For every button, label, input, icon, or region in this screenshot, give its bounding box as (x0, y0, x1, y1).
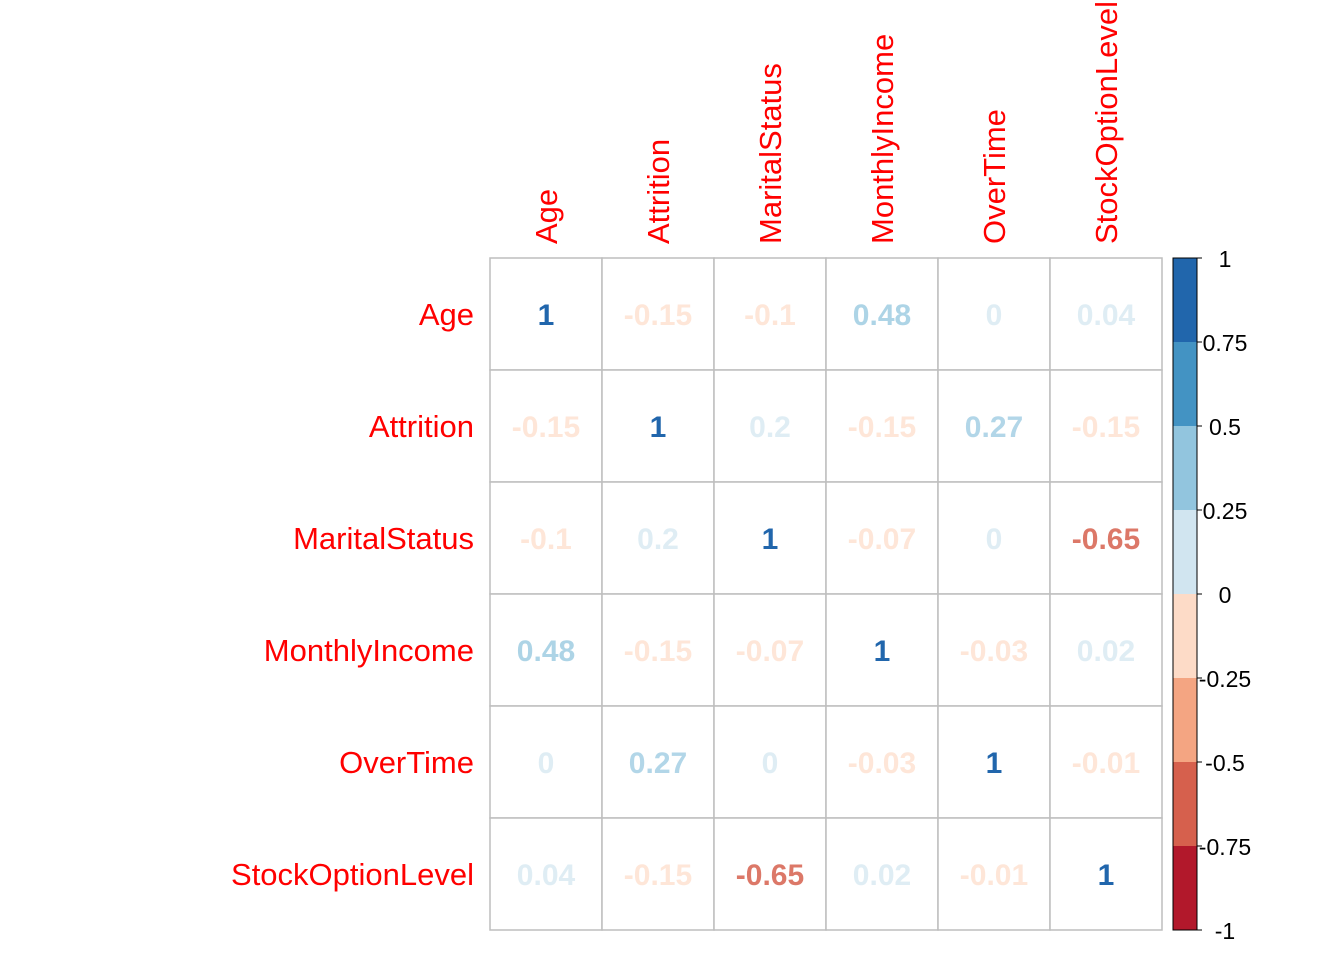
cell-value-attrition-over-time: 0.27 (965, 411, 1023, 444)
cell-value-monthly-income-over-time: -0.03 (960, 635, 1028, 668)
legend-swatch (1173, 342, 1197, 426)
cell-value-age-marital-status: -0.1 (744, 299, 796, 332)
row-label-marital-status: MaritalStatus (293, 521, 474, 556)
matrix-cell (937, 481, 1051, 595)
cell-value-attrition-stock-option-level: -0.15 (1072, 411, 1140, 444)
matrix-cell (825, 593, 939, 707)
legend-tick-label: -0.5 (1205, 750, 1245, 776)
cell-value-marital-status-age: -0.1 (520, 523, 572, 556)
cell-value-monthly-income-stock-option-level: 0.02 (1077, 635, 1135, 668)
matrix-cell (825, 481, 939, 595)
matrix-cell (825, 257, 939, 371)
cell-value-attrition-age: -0.15 (512, 411, 580, 444)
row-label-monthly-income: MonthlyIncome (264, 633, 474, 668)
cell-value-age-age: 1 (538, 299, 555, 332)
cell-value-stock-option-level-stock-option-level: 1 (1098, 859, 1115, 892)
cell-value-over-time-attrition: 0.27 (629, 747, 687, 780)
cell-value-attrition-attrition: 1 (650, 411, 667, 444)
cell-value-over-time-over-time: 1 (986, 747, 1003, 780)
matrix-cell (1049, 817, 1163, 931)
legend-swatch (1173, 510, 1197, 594)
cell-value-age-monthly-income: 0.48 (853, 299, 911, 332)
cell-value-stock-option-level-marital-status: -0.65 (736, 859, 804, 892)
cell-value-stock-option-level-age: 0.04 (517, 859, 576, 892)
matrix-cell (1049, 369, 1163, 483)
matrix-cell (1049, 593, 1163, 707)
matrix-cell (713, 257, 827, 371)
legend-tick-label: -0.75 (1199, 834, 1251, 860)
matrix-cell (489, 817, 603, 931)
matrix-cell (601, 593, 715, 707)
matrix-cell (489, 705, 603, 819)
matrix-cell (601, 257, 715, 371)
cell-value-over-time-age: 0 (538, 747, 555, 780)
cell-value-monthly-income-age: 0.48 (517, 635, 575, 668)
color-legend: 1 0.75 0.5 0.25 0 -0.25 -0.5 -0.75 -1 (1172, 246, 1251, 944)
cell-value-over-time-marital-status: 0 (762, 747, 779, 780)
matrix-cell (1049, 705, 1163, 819)
matrix-cell (713, 593, 827, 707)
matrix-cell (601, 481, 715, 595)
matrix-cell (489, 593, 603, 707)
cell-value-age-stock-option-level: 0.04 (1077, 299, 1136, 332)
matrix-cell (937, 817, 1051, 931)
cell-value-over-time-stock-option-level: -0.01 (1072, 747, 1140, 780)
cell-value-marital-status-marital-status: 1 (762, 523, 779, 556)
legend-tick-label: 1 (1219, 246, 1232, 272)
matrix-cell (825, 705, 939, 819)
cell-value-attrition-marital-status: 0.2 (749, 411, 791, 444)
legend-swatch (1173, 426, 1197, 510)
matrix-cell (937, 593, 1051, 707)
matrix-cell (825, 369, 939, 483)
matrix-cell (713, 705, 827, 819)
row-label-stock-option-level: StockOptionLevel (231, 857, 474, 892)
cell-value-age-over-time: 0 (986, 299, 1003, 332)
cell-value-over-time-monthly-income: -0.03 (848, 747, 916, 780)
row-label-age: Age (419, 297, 474, 332)
legend-swatch (1173, 258, 1197, 342)
col-label-marital-status: MaritalStatus (753, 63, 788, 244)
cell-value-attrition-monthly-income: -0.15 (848, 411, 916, 444)
col-label-monthly-income: MonthlyIncome (865, 34, 900, 244)
col-label-attrition: Attrition (641, 139, 676, 244)
row-label-over-time: OverTime (339, 745, 474, 780)
col-label-over-time: OverTime (977, 109, 1012, 244)
legend-tick-label: 0 (1219, 582, 1232, 608)
legend-swatch (1173, 846, 1197, 930)
matrix-cell (489, 257, 603, 371)
cell-value-marital-status-attrition: 0.2 (637, 523, 679, 556)
matrix-cell (937, 257, 1051, 371)
matrix-cell (489, 481, 603, 595)
row-label-attrition: Attrition (369, 409, 474, 444)
legend-swatch (1173, 762, 1197, 846)
matrix-cell (825, 817, 939, 931)
cell-value-marital-status-monthly-income: -0.07 (848, 523, 916, 556)
col-label-age: Age (529, 189, 564, 244)
legend-swatch (1173, 678, 1197, 762)
legend-tick-label: -0.25 (1199, 666, 1251, 692)
matrix-cell (937, 705, 1051, 819)
legend-swatch (1173, 594, 1197, 678)
cell-value-marital-status-stock-option-level: -0.65 (1072, 523, 1140, 556)
col-label-stock-option-level: StockOptionLevel (1089, 1, 1124, 244)
cell-value-stock-option-level-attrition: -0.15 (624, 859, 692, 892)
correlation-matrix: 1 -0.15 -0.1 0.48 0 0.04 -0.15 1 0.2 -0.15 0.27 -0.… (231, 1, 1163, 931)
cell-value-monthly-income-monthly-income: 1 (874, 635, 891, 668)
cell-value-stock-option-level-monthly-income: 0.02 (853, 859, 911, 892)
legend-tick-label: 0.5 (1209, 414, 1241, 440)
legend-tick-label: 0.75 (1203, 330, 1248, 356)
cell-value-stock-option-level-over-time: -0.01 (960, 859, 1028, 892)
legend-tick-label: 0.25 (1203, 498, 1248, 524)
cell-value-monthly-income-marital-status: -0.07 (736, 635, 804, 668)
cell-value-marital-status-over-time: 0 (986, 523, 1003, 556)
legend-tick-label: -1 (1215, 918, 1235, 944)
matrix-cell (601, 369, 715, 483)
matrix-cell (1049, 481, 1163, 595)
cell-value-age-attrition: -0.15 (624, 299, 692, 332)
cell-value-monthly-income-attrition: -0.15 (624, 635, 692, 668)
matrix-cell (1049, 257, 1163, 371)
